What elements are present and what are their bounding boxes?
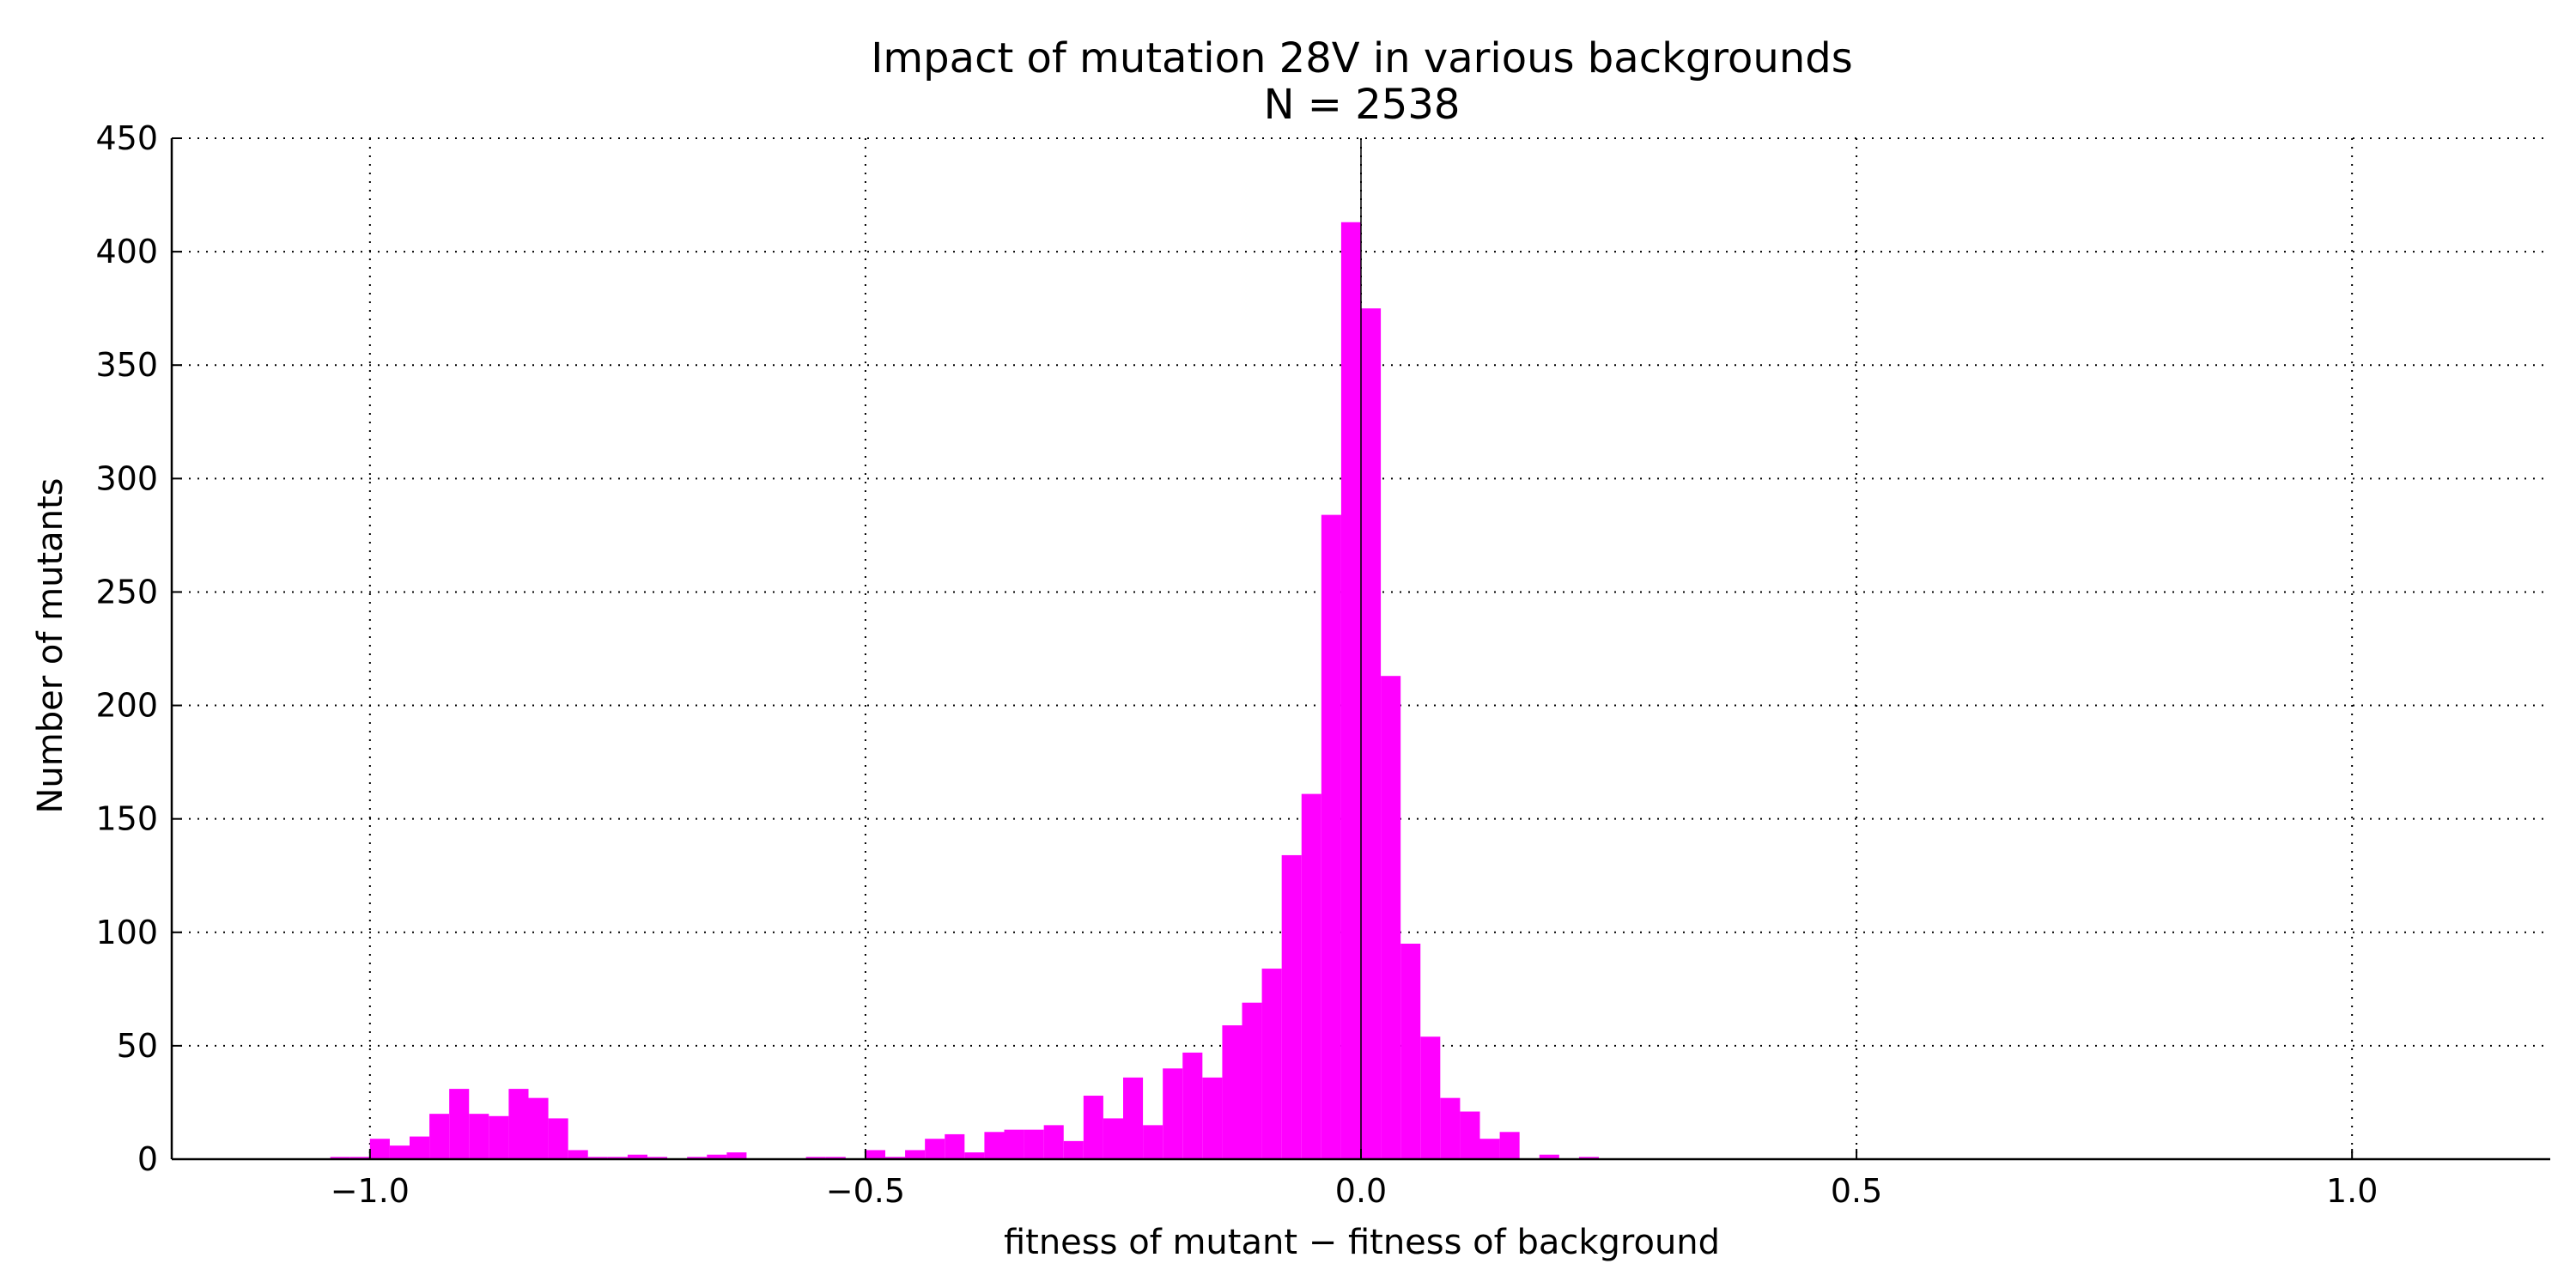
histogram-bar — [1123, 1077, 1144, 1159]
histogram-bar — [1163, 1068, 1183, 1159]
histogram-bar — [1063, 1140, 1084, 1159]
histogram-bar — [647, 1157, 668, 1159]
histogram-bar — [726, 1152, 747, 1159]
histogram-bar — [707, 1154, 727, 1159]
y-tick-label: 50 — [117, 1027, 158, 1065]
x-tick-labels: −1.0 −0.5 0.0 0.5 1.0 — [331, 1149, 2378, 1210]
grid — [172, 137, 2550, 1159]
histogram-bar — [1361, 308, 1382, 1160]
y-tick-label: 450 — [95, 119, 158, 157]
histogram-bar — [469, 1114, 489, 1159]
histogram-bar — [687, 1157, 708, 1159]
histogram-bar — [925, 1139, 945, 1159]
x-axis-label: fitness of mutant − fitness of backgroun… — [1004, 1223, 1720, 1262]
y-tick-label: 0 — [137, 1140, 158, 1178]
x-tick-label: 0.0 — [1335, 1172, 1387, 1210]
chart-subtitle: N = 2538 — [1264, 81, 1461, 129]
histogram-bar — [1024, 1129, 1044, 1159]
histogram-bar — [964, 1152, 985, 1159]
histogram-bar — [1460, 1111, 1480, 1159]
histogram-bar — [429, 1114, 450, 1159]
histogram-bar — [1539, 1154, 1559, 1159]
histogram-bar — [330, 1157, 350, 1159]
y-tick-label: 350 — [95, 346, 158, 384]
y-tick-label: 400 — [95, 233, 158, 270]
histogram-bar — [587, 1157, 608, 1159]
histogram-bar — [984, 1132, 1005, 1159]
histogram-bar — [1261, 969, 1282, 1159]
histogram-bar — [389, 1145, 410, 1159]
y-tick-label: 100 — [95, 914, 158, 951]
histogram-bar — [410, 1136, 430, 1159]
histogram-bar — [905, 1150, 926, 1159]
y-tick-labels: 0 50 100 150 200 250 300 350 400 450 — [95, 119, 182, 1178]
histogram-bar — [627, 1154, 647, 1159]
histogram-bar — [1420, 1036, 1441, 1159]
histogram-bar — [489, 1115, 509, 1159]
histogram-bar — [1301, 793, 1321, 1159]
histogram-bar — [1340, 222, 1361, 1159]
chart-title: Impact of mutation 28V in various backgr… — [871, 34, 1852, 82]
histogram-bar — [1281, 854, 1302, 1159]
histogram-bar — [1499, 1132, 1520, 1159]
y-axis-label: Number of mutants — [31, 477, 70, 813]
histogram-bar — [1143, 1125, 1163, 1159]
histogram-bars — [330, 222, 1599, 1160]
histogram-bar — [885, 1157, 906, 1159]
histogram-bar — [1440, 1097, 1461, 1159]
histogram-bar — [1103, 1118, 1123, 1159]
x-tick-label: −1.0 — [331, 1172, 410, 1210]
histogram-bar — [1202, 1077, 1223, 1159]
histogram-bar — [1400, 943, 1421, 1159]
histogram-bar — [528, 1097, 549, 1159]
histogram-bar — [805, 1157, 826, 1159]
histogram-bar — [1321, 514, 1341, 1159]
histogram-bar — [1381, 676, 1401, 1159]
histogram-bar — [825, 1157, 846, 1159]
histogram-bar — [1479, 1139, 1500, 1159]
histogram-bar — [1222, 1025, 1242, 1159]
histogram-bar — [508, 1089, 529, 1159]
y-tick-label: 250 — [95, 573, 158, 611]
x-tick-label: 0.5 — [1831, 1172, 1882, 1210]
x-tick-label: 1.0 — [2326, 1172, 2378, 1210]
x-tick-label: −0.5 — [826, 1172, 905, 1210]
histogram-bar — [865, 1150, 885, 1159]
histogram-bar — [607, 1157, 628, 1159]
histogram-bar — [449, 1089, 470, 1159]
histogram-bar — [369, 1139, 390, 1159]
histogram-bar — [548, 1118, 568, 1159]
histogram-bar — [1242, 1002, 1262, 1159]
histogram-bar — [1083, 1096, 1103, 1159]
histogram-bar — [349, 1157, 370, 1159]
histogram-bar — [1043, 1125, 1064, 1159]
y-tick-label: 300 — [95, 459, 158, 497]
y-tick-label: 150 — [95, 800, 158, 838]
y-tick-label: 200 — [95, 687, 158, 725]
histogram-bar — [945, 1133, 965, 1159]
histogram-bar — [1578, 1157, 1599, 1159]
histogram-bar — [1004, 1129, 1024, 1159]
histogram-bar — [1182, 1052, 1203, 1159]
histogram-bar — [568, 1150, 588, 1159]
